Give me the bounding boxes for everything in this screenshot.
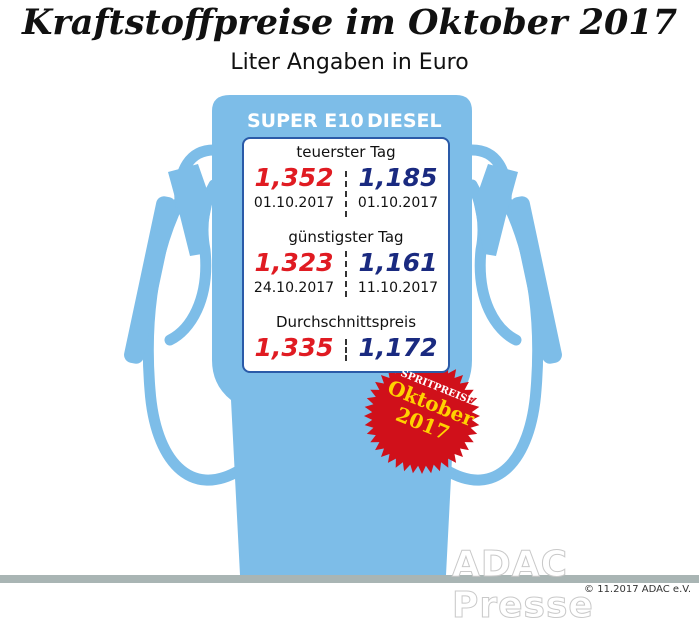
- column-diesel: DIESEL: [367, 110, 442, 132]
- divider: [345, 251, 347, 297]
- divider: [345, 171, 347, 217]
- diesel-price: 1,161: [358, 248, 438, 277]
- diesel-date: 01.10.2017: [357, 195, 439, 211]
- price-panel: teuerster Tag 1,352 1,185 01.10.2017 01.…: [242, 137, 450, 373]
- subtitle: Liter Angaben in Euro: [230, 50, 469, 75]
- super-date: 01.10.2017: [253, 195, 335, 211]
- nozzles: [124, 164, 562, 364]
- super-price: 1,352: [254, 163, 334, 192]
- diesel-price: 1,172: [358, 333, 438, 362]
- super-price: 1,335: [254, 333, 334, 362]
- copyright: © 11.2017 ADAC e.V.: [584, 584, 691, 595]
- column-super-e10: SUPER E10: [247, 110, 364, 132]
- badge-seal: [364, 358, 480, 474]
- super-date: 24.10.2017: [253, 280, 335, 296]
- section-label: günstigster Tag: [288, 228, 404, 246]
- diesel-price: 1,185: [358, 163, 438, 192]
- section-label: Durchschnittspreis: [275, 313, 417, 331]
- section-label: teuerster Tag: [296, 143, 396, 161]
- super-price: 1,323: [254, 248, 334, 277]
- footer-bar: [0, 575, 699, 583]
- divider: [345, 339, 347, 361]
- page-title: Kraftstoffpreise im Oktober 2017: [21, 2, 678, 43]
- diesel-date: 11.10.2017: [357, 280, 439, 296]
